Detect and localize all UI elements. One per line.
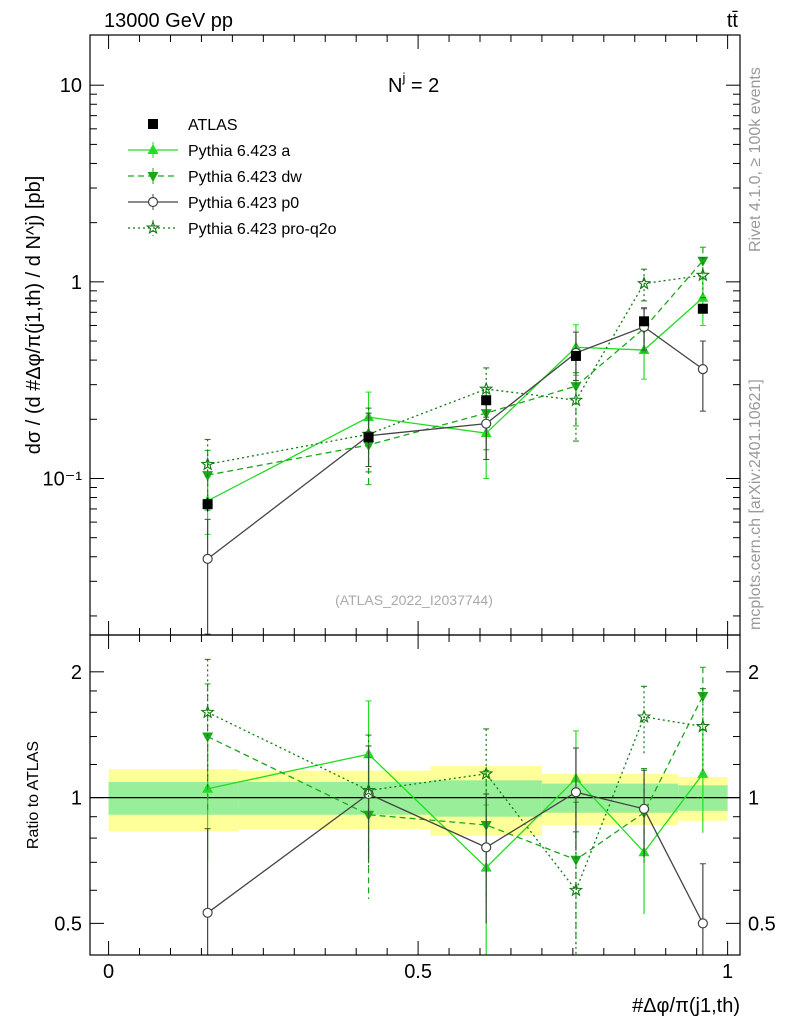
x-tick-label: 1 [722, 961, 733, 983]
ratio-tick-label: 0.5 [748, 913, 776, 935]
legend-item-pythia-6-423-dw: Pythia 6.423 dw [128, 168, 302, 186]
ratio-line [207, 753, 704, 869]
data-point [697, 256, 709, 267]
x-tick-label: 0.5 [404, 961, 432, 983]
series-line [207, 260, 704, 476]
process-label: tt̄ [727, 10, 739, 32]
ratio-line [207, 695, 704, 861]
legend-item-pythia-6-423-a: Pythia 6.423 a [128, 142, 290, 160]
x-axis-label: #Δφ/π(j1,th) [632, 995, 740, 1017]
legend-item-pythia-6-423-pro-q2o: Pythia 6.423 pro-q2o [128, 220, 337, 238]
ratio-tick-label: 1 [71, 788, 82, 810]
series-layer [200, 246, 711, 955]
ratio-uncertainty-bands [90, 766, 740, 836]
legend-item-atlas: ATLAS [148, 117, 238, 134]
ratio-tick-label: 0.5 [54, 913, 82, 935]
x-tick-label: 0 [103, 961, 114, 983]
legend-marker [145, 220, 161, 235]
legend-label: Pythia 6.423 pro-q2o [188, 221, 337, 238]
legend-label: Pythia 6.423 p0 [188, 195, 299, 212]
legend-label: ATLAS [188, 117, 238, 134]
ratio-point [636, 709, 652, 724]
legend-marker [148, 119, 158, 129]
data-point [695, 267, 711, 282]
ratio-panel-frame [89, 634, 741, 956]
ratio-line [207, 711, 703, 892]
ratio-tick-label: 2 [71, 662, 82, 684]
ratio-y-axis-label: Ratio to ATLAS [25, 741, 42, 849]
axis-ticks: 10⁻¹ 1 10 0 0.5 1 0.5 0.5 1 1 2 2 [43, 35, 776, 983]
legend-label: Pythia 6.423 dw [188, 169, 302, 186]
y-tick-label: 10⁻¹ [43, 468, 83, 490]
ratio-point [697, 918, 708, 929]
legend-item-pythia-6-423-p0: Pythia 6.423 p0 [128, 194, 299, 212]
data-point [697, 303, 708, 314]
data-point [639, 316, 650, 327]
legend: ATLAS Pythia 6.423 a Pythia 6.423 dw Pythia… [128, 117, 337, 238]
data-point [200, 456, 215, 471]
data-point [570, 350, 581, 361]
ratio-point [200, 704, 215, 719]
ratio-tick-label: 2 [748, 662, 759, 684]
ratio-line [207, 791, 704, 924]
ratio-tick-label: 1 [748, 788, 759, 810]
ratio-point [202, 907, 213, 918]
ratio-point [697, 692, 709, 703]
ratio-point [481, 842, 492, 853]
series-line [207, 274, 703, 465]
ratio-point [638, 803, 650, 814]
data-point [481, 418, 492, 429]
data-point [697, 291, 709, 302]
data-point [568, 392, 584, 407]
data-point [478, 381, 494, 396]
series-pythia-6-423-a [202, 276, 709, 955]
data-point [202, 499, 213, 510]
data-point [570, 382, 582, 393]
data-point [697, 363, 708, 375]
data-point [636, 275, 652, 290]
series-line [207, 326, 704, 560]
series-line [207, 297, 704, 502]
ratio-point [570, 787, 582, 798]
y-tick-label: 1 [71, 272, 82, 294]
y-axis-label: dσ / (d #Δφ/π(j1,th) / d N^j) [pb] [23, 176, 45, 455]
ratio-point [202, 732, 214, 743]
data-point [363, 432, 374, 443]
ratio-point [570, 855, 582, 866]
energy-label: 13000 GeV pp [104, 10, 233, 32]
ratio-point [697, 767, 709, 778]
series-atlas [202, 303, 708, 512]
data-point [202, 553, 213, 565]
legend-marker [147, 144, 159, 154]
ratio-point [695, 718, 711, 733]
legend-marker [147, 196, 159, 208]
y-tick-label: 10 [60, 75, 82, 97]
data-point [481, 395, 492, 406]
plot-title: Nj = 2 [388, 70, 439, 97]
rivet-label: Rivet 4.1.0, ≥ 100k events [747, 67, 764, 252]
band-inner [108, 781, 239, 815]
ratio-point [361, 782, 376, 797]
ratio-point [478, 766, 494, 780]
ratio-point [568, 882, 584, 897]
series-pythia-6-423-pro-q2o [200, 256, 711, 955]
legend-marker [147, 172, 159, 182]
analysis-id: (ATLAS_2022_I2037744) [335, 592, 493, 608]
mcplots-label: mcplots.cern.ch [arXiv:2401.10621] [747, 379, 764, 630]
series-pythia-6-423-p0 [202, 308, 708, 955]
legend-label: Pythia 6.423 a [188, 143, 290, 160]
